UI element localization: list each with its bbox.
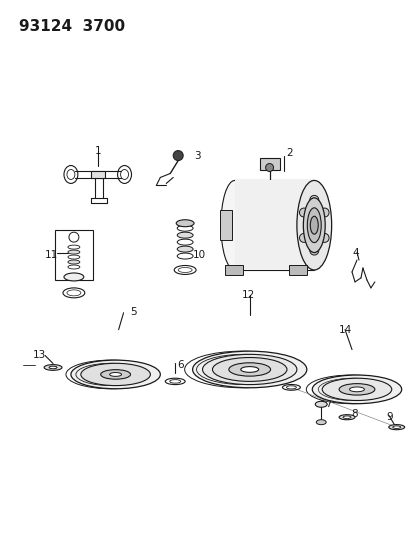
Bar xyxy=(90,171,104,179)
Text: 10: 10 xyxy=(192,250,206,260)
Text: 93124  3700: 93124 3700 xyxy=(19,19,125,34)
Ellipse shape xyxy=(177,246,192,252)
Text: 2: 2 xyxy=(286,148,292,158)
Ellipse shape xyxy=(392,426,400,429)
Circle shape xyxy=(319,233,328,243)
Bar xyxy=(55,230,93,280)
Ellipse shape xyxy=(342,416,350,418)
Ellipse shape xyxy=(212,358,286,382)
Bar xyxy=(259,158,279,169)
Ellipse shape xyxy=(49,366,57,369)
Ellipse shape xyxy=(338,415,354,420)
Ellipse shape xyxy=(44,365,62,370)
Circle shape xyxy=(309,246,318,255)
Ellipse shape xyxy=(169,379,180,383)
Ellipse shape xyxy=(240,367,258,373)
Ellipse shape xyxy=(64,273,83,281)
Circle shape xyxy=(299,208,308,217)
Ellipse shape xyxy=(286,386,296,389)
Text: 5: 5 xyxy=(130,307,137,317)
Text: 8: 8 xyxy=(350,409,357,419)
Bar xyxy=(219,211,231,240)
Ellipse shape xyxy=(311,375,401,403)
Circle shape xyxy=(299,233,308,243)
Ellipse shape xyxy=(177,232,192,238)
Ellipse shape xyxy=(71,360,160,389)
Ellipse shape xyxy=(100,370,130,379)
Circle shape xyxy=(309,196,318,204)
Bar xyxy=(289,265,306,275)
Ellipse shape xyxy=(303,198,325,253)
Text: 1: 1 xyxy=(95,146,101,156)
Text: 14: 14 xyxy=(338,325,351,335)
Ellipse shape xyxy=(109,373,121,376)
Ellipse shape xyxy=(202,354,296,385)
Ellipse shape xyxy=(68,250,80,254)
Text: 12: 12 xyxy=(241,290,254,300)
Ellipse shape xyxy=(221,181,248,270)
Circle shape xyxy=(319,208,328,217)
Ellipse shape xyxy=(192,351,306,388)
Ellipse shape xyxy=(228,363,270,376)
Text: 11: 11 xyxy=(45,250,58,260)
Ellipse shape xyxy=(68,260,80,264)
Bar xyxy=(224,265,242,275)
Circle shape xyxy=(265,164,273,172)
Ellipse shape xyxy=(310,216,318,234)
Bar xyxy=(234,181,313,270)
Ellipse shape xyxy=(306,208,320,243)
Text: 3: 3 xyxy=(194,151,200,160)
Text: 13: 13 xyxy=(33,350,46,360)
Circle shape xyxy=(173,151,183,160)
Ellipse shape xyxy=(388,425,404,430)
Ellipse shape xyxy=(176,220,194,227)
Ellipse shape xyxy=(338,384,374,395)
Ellipse shape xyxy=(81,364,150,385)
Ellipse shape xyxy=(296,181,331,270)
Text: 9: 9 xyxy=(386,412,392,422)
Ellipse shape xyxy=(316,419,325,425)
Text: 4: 4 xyxy=(351,248,358,258)
Text: 7: 7 xyxy=(325,399,331,409)
Text: 6: 6 xyxy=(177,360,183,369)
Ellipse shape xyxy=(321,378,391,400)
Ellipse shape xyxy=(349,387,363,392)
Ellipse shape xyxy=(315,401,326,407)
